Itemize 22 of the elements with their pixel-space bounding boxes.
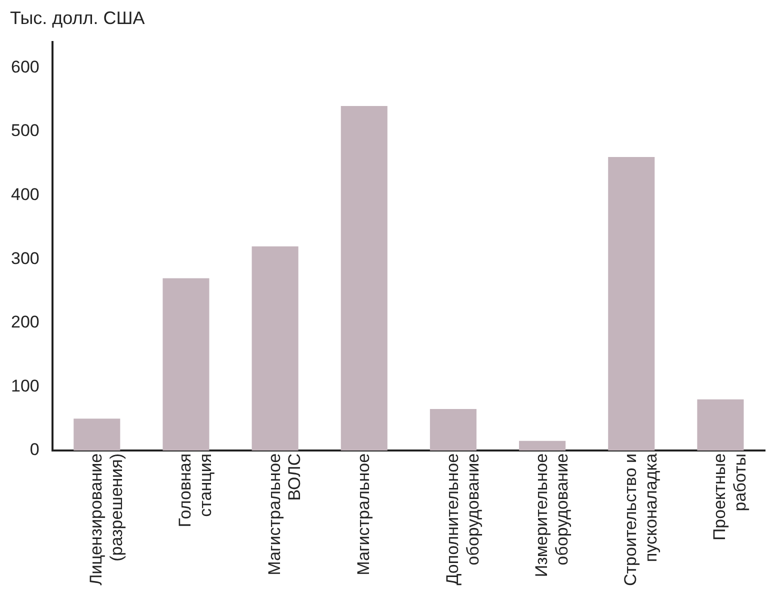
y-tick-label: 300 — [10, 248, 40, 268]
y-tick-label: 100 — [10, 376, 40, 396]
x-tick-label: Дополнительное оборудование — [442, 453, 482, 586]
bar — [74, 418, 120, 450]
x-tick-label: Магистральное ВОЛС — [264, 453, 304, 576]
bar — [608, 157, 655, 450]
y-tick-label: 0 — [30, 440, 40, 460]
y-axis-title: Тыс. долл. США — [10, 8, 146, 29]
x-tick-label: Проектные работы — [710, 453, 750, 541]
bar — [252, 246, 298, 450]
bar — [430, 409, 476, 450]
y-tick-label: 400 — [10, 184, 40, 204]
x-tick-label: Головная станция — [176, 453, 216, 528]
x-tick-label: Магистральное — [354, 453, 373, 576]
x-tick-label: Лицензирование (разрешения) — [86, 453, 126, 586]
y-tick-label: 600 — [10, 57, 40, 76]
y-tick-label: 200 — [10, 312, 40, 332]
bar — [162, 278, 210, 450]
bar — [519, 440, 566, 450]
bar — [697, 399, 744, 450]
bar — [340, 106, 388, 450]
y-tick-label: 500 — [10, 121, 40, 140]
